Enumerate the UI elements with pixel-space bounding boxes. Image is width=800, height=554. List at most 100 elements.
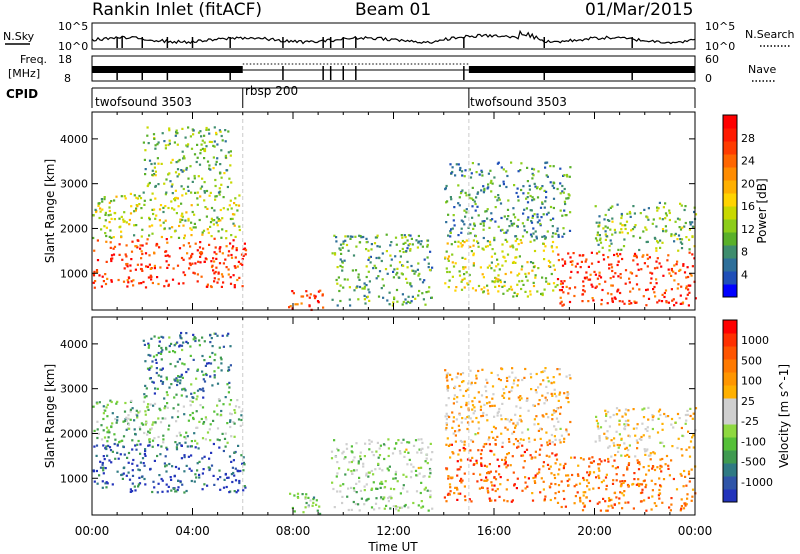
data-cell [462,446,465,450]
data-cell [551,235,554,238]
data-cell [501,243,504,246]
data-cell [504,456,507,459]
data-cell [101,461,104,465]
data-cell [655,247,658,250]
data-cell [382,284,385,287]
data-cell [477,391,480,394]
data-cell [615,252,619,255]
data-cell [525,197,528,200]
data-cell [170,383,173,386]
data-cell [633,252,637,255]
data-cell [344,239,347,242]
data-cell [517,445,520,448]
data-cell [354,502,357,506]
data-cell [155,371,158,375]
data-cell [208,140,211,143]
data-cell [339,243,343,246]
data-cell [191,411,194,415]
data-cell [596,502,599,505]
data-cell [565,474,568,477]
data-cell [372,454,375,457]
colorbar-tick-label: 28 [741,132,755,145]
data-cell [230,435,233,438]
data-cell [599,241,603,244]
data-cell [393,268,396,271]
data-cell [595,252,599,255]
data-cell [583,478,586,482]
data-cell [409,301,412,304]
data-cell [526,201,530,204]
data-cell [190,228,193,231]
data-cell [539,448,542,451]
data-cell [138,203,141,206]
data-cell [141,475,144,478]
data-cell [487,292,490,295]
data-cell [477,284,481,288]
data-cell [668,211,671,215]
data-cell [122,435,126,438]
data-cell [210,206,214,210]
data-cell [398,276,401,279]
data-cell [199,187,202,190]
data-cell [548,442,552,445]
data-cell [133,419,136,422]
data-cell [654,483,657,486]
data-cell [515,487,518,490]
data-cell [217,272,220,275]
data-cell [449,476,452,479]
data-cell [201,437,205,440]
data-cell [203,380,207,383]
data-cell [608,425,611,428]
data-cell [224,473,227,476]
data-cell [158,219,161,222]
data-cell [313,294,316,297]
data-cell [207,466,210,469]
data-cell [149,468,152,471]
data-cell [559,282,563,286]
data-cell [390,241,393,244]
data-cell [659,441,662,444]
data-cell [673,264,676,267]
data-cell [452,432,455,435]
data-cell [589,273,592,276]
data-cell [692,446,695,449]
data-cell [595,419,598,422]
data-cell [143,199,146,202]
data-cell [506,464,509,467]
data-cell [180,256,184,260]
data-cell [355,442,358,445]
data-cell [511,386,514,389]
data-cell [471,404,475,407]
data-cell [130,205,133,208]
data-cell [400,506,403,509]
data-cell [339,490,342,493]
data-cell [213,277,216,280]
data-cell [124,197,127,200]
data-cell [395,442,398,445]
data-cell [430,296,433,299]
data-cell [688,446,691,449]
data-cell [213,145,216,148]
data-cell [611,269,614,273]
data-cell [396,300,399,303]
data-cell [638,248,641,252]
data-cell [525,399,528,402]
data-cell [500,418,503,421]
data-cell [365,237,368,240]
data-cell [113,218,116,221]
data-cell [92,236,95,240]
data-cell [137,439,140,443]
data-cell [355,482,358,485]
data-cell [445,267,448,270]
data-cell [367,270,370,273]
data-cell [581,300,584,303]
data-cell [108,221,111,224]
data-cell [676,287,679,290]
data-cell [174,171,178,174]
data-cell [553,411,556,414]
data-cell [594,205,597,208]
data-cell [544,237,547,240]
data-cell [127,417,130,420]
x-tick-labels: 00:00 04:00 08:00 12:00 16:00 20:00 00:00 [75,524,713,538]
data-cell [565,214,568,217]
